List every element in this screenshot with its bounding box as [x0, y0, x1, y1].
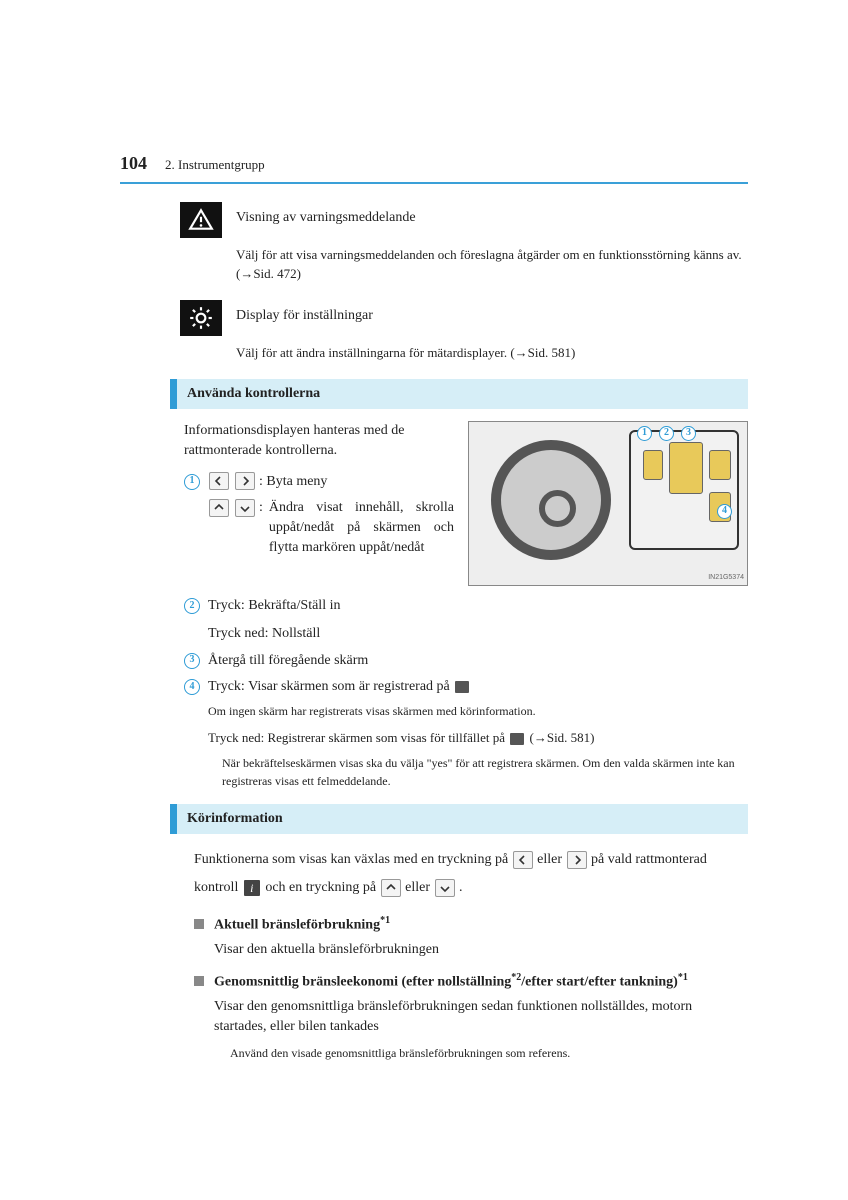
item3: Återgå till föregående skärm [208, 651, 748, 671]
warning-block: Visning av varningsmeddelande [180, 202, 748, 238]
warning-triangle-icon [180, 202, 222, 238]
callout-3-icon: 3 [184, 653, 200, 669]
bullet-1: Aktuell bränsleförbrukning*1 [194, 914, 748, 936]
chevron-left-icon [513, 851, 533, 869]
diagram-code: IN21G5374 [708, 573, 744, 583]
item1-sub: Ändra visat innehåll, skrolla uppåt/nedå… [269, 498, 454, 559]
bullet-2: Genomsnittlig bränsleekonomi (efter noll… [194, 971, 748, 993]
screen-register-icon [455, 681, 469, 693]
item2a: Tryck: Bekräfta/Ställ in [208, 596, 748, 616]
gear-icon [180, 300, 222, 336]
warning-desc: Välj för att visa varningsmeddelanden oc… [236, 246, 748, 284]
b2-title-mid: /efter start/efter tankning) [521, 974, 678, 989]
item-4: 4 Tryck: Visar skärmen som är registrera… [184, 677, 748, 697]
section-driving-info-heading: Körinformation [170, 804, 748, 834]
b2-note: Använd den visade genomsnittliga bränsle… [230, 1045, 748, 1062]
warning-title: Visning av varningsmeddelande [236, 202, 416, 238]
para-end: . [459, 880, 463, 895]
item-3: 3 Återgå till föregående skärm [184, 651, 748, 671]
chevron-down-icon [435, 879, 455, 897]
b1-body: Visar den aktuella bränsleförbrukningen [214, 940, 748, 960]
item4-note2: När bekräftelseskärmen visas ska du välj… [222, 755, 748, 790]
item1-label: Byta meny [266, 474, 327, 489]
steering-wheel-diagram: 1 2 3 4 IN21G5374 [468, 421, 748, 586]
callout-4-icon: 4 [184, 679, 200, 695]
para-mid3: och en tryckning på [265, 880, 376, 895]
b2-title-pre: Genomsnittlig bränsleekonomi (efter noll… [214, 974, 511, 989]
chevron-down-icon [235, 499, 255, 517]
controls-body: Informationsdisplayen hanteras med de ra… [184, 421, 748, 790]
square-bullet-icon [194, 919, 204, 929]
chevron-up-icon [209, 499, 229, 517]
chapter-title: 2. Instrumentgrupp [165, 156, 265, 175]
settings-title: Display för inställningar [236, 300, 373, 336]
settings-desc: Välj för att ändra inställningarna för m… [236, 344, 748, 363]
screen-register-icon-2 [510, 733, 524, 745]
item4b-pre: Tryck ned: Registrerar skärmen som visas… [208, 730, 505, 745]
page-header: 104 2. Instrumentgrupp [120, 150, 748, 176]
b2-sup1: *2 [511, 972, 521, 983]
header-rule [120, 182, 748, 184]
chevron-up-icon [381, 879, 401, 897]
item-1: 1 : Byta meny : Ändra visat innehåll, [184, 472, 454, 559]
driving-info-body: Funktionerna som visas kan växlas med en… [184, 846, 748, 1062]
b2-sup2: *1 [678, 972, 688, 983]
info-icon: i [244, 880, 260, 896]
callout-2-icon: 2 [184, 598, 200, 614]
item-2: 2 Tryck: Bekräfta/Ställ in Tryck ned: No… [184, 596, 748, 645]
settings-block: Display för inställningar [180, 300, 748, 336]
para-mid4: eller [405, 880, 430, 895]
chevron-left-icon [209, 472, 229, 490]
square-bullet-icon [194, 976, 204, 986]
item4-note: Om ingen skärm har registrerats visas sk… [208, 703, 748, 720]
item4b-post: (→Sid. 581) [530, 730, 595, 745]
item4a: Tryck: Visar skärmen som är registrerad … [208, 679, 450, 694]
para-pre: Funktionerna som visas kan växlas med en… [194, 852, 508, 867]
b1-sup: *1 [380, 915, 390, 926]
b2-body: Visar den genomsnittliga bränsleförbrukn… [214, 997, 748, 1038]
callout-1-icon: 1 [184, 474, 200, 490]
item2b: Tryck ned: Nollställ [208, 624, 748, 644]
section-controls-heading: Använda kontrollerna [170, 379, 748, 409]
chevron-right-icon [235, 472, 255, 490]
b1-title: Aktuell bränsleförbrukning [214, 918, 380, 933]
controls-intro: Informationsdisplayen hanteras med de ra… [184, 421, 454, 462]
page-number: 104 [120, 150, 147, 176]
para-mid1: eller [537, 852, 562, 867]
chevron-right-icon [567, 851, 587, 869]
